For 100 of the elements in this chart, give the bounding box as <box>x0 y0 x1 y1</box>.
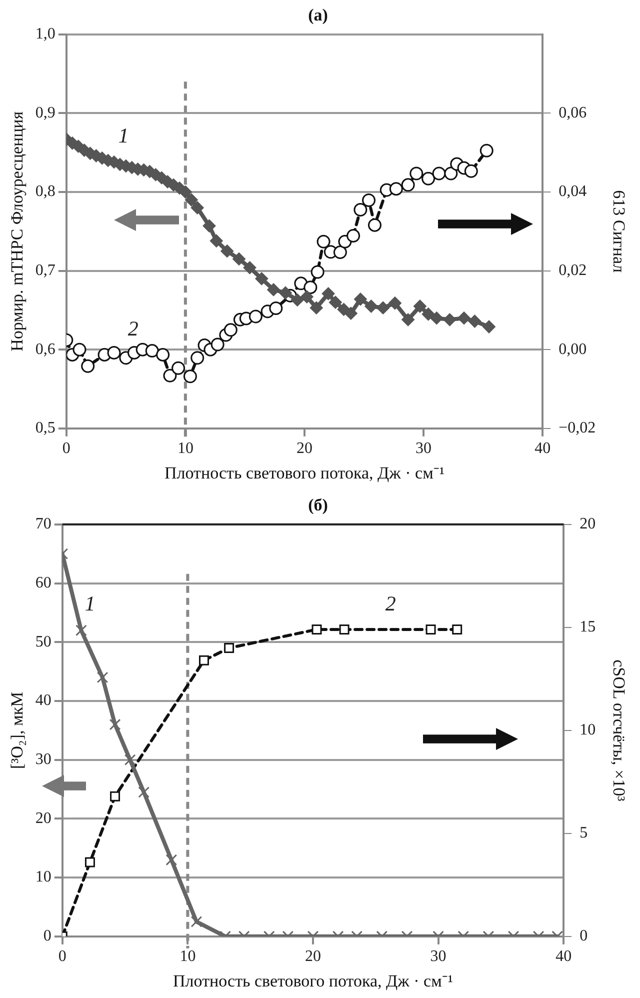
y-tick-label: 30 <box>35 751 52 768</box>
point <box>422 308 435 321</box>
point <box>210 338 224 352</box>
y-tick-label: 0 <box>43 928 52 945</box>
y-tick-label: 1,0 <box>35 26 56 43</box>
point <box>224 323 238 337</box>
y2-tick-label: 0,04 <box>558 183 587 200</box>
y-tick-label: 70 <box>35 516 52 533</box>
annotation: 2 <box>385 591 396 616</box>
point <box>96 672 108 684</box>
point <box>333 246 347 260</box>
point <box>163 368 177 382</box>
point <box>401 178 415 192</box>
x-axis-title: Плотность светового потока, Дж · см⁻¹ <box>173 971 453 990</box>
point <box>190 201 204 214</box>
y-tick-label: 10 <box>35 868 52 886</box>
y-axis-title: Нормир. mTHPC Флоуресценция <box>8 111 27 352</box>
point <box>267 283 280 296</box>
point <box>138 786 150 798</box>
y2-tick-label: 10 <box>580 722 596 739</box>
y-tick-label: 0,8 <box>35 183 56 200</box>
point <box>376 301 390 314</box>
y-tick-label: 0,6 <box>35 340 56 358</box>
point <box>432 166 446 180</box>
point <box>278 286 292 300</box>
y2-tick-label: 0 <box>580 928 588 945</box>
point <box>322 287 335 300</box>
point <box>316 234 330 248</box>
point <box>269 301 283 315</box>
y-tick-label: 0,5 <box>35 420 56 437</box>
point <box>452 624 462 634</box>
point <box>210 234 223 248</box>
point <box>480 144 494 158</box>
point <box>410 166 424 180</box>
point <box>430 312 444 325</box>
point <box>220 244 234 258</box>
point <box>72 342 86 356</box>
y2-tick-label: 0,00 <box>558 340 587 358</box>
point <box>388 296 402 310</box>
annotation: 1 <box>84 591 96 616</box>
annotation: 1 <box>118 123 129 148</box>
y-tick-label: 40 <box>35 692 52 710</box>
point <box>172 361 186 375</box>
point <box>468 314 482 328</box>
x-tick-label: 10 <box>177 440 194 458</box>
point <box>426 624 436 634</box>
point <box>368 218 382 232</box>
y2-tick-label: 5 <box>580 824 588 842</box>
point <box>458 312 471 325</box>
point <box>300 290 314 304</box>
point <box>354 292 367 306</box>
point <box>402 313 415 326</box>
x-tick-label: 40 <box>556 948 572 966</box>
point <box>364 300 378 313</box>
point <box>328 296 342 309</box>
point <box>145 344 159 358</box>
point <box>443 313 456 326</box>
chart-title: (б) <box>308 496 328 515</box>
y-tick-label: 0,9 <box>35 104 56 122</box>
point <box>312 624 322 634</box>
y-tick-label: 60 <box>35 574 52 592</box>
point <box>344 306 358 320</box>
x-tick-label: 30 <box>430 948 446 966</box>
x-tick-label: 20 <box>305 948 321 966</box>
x-tick-label: 0 <box>62 440 70 458</box>
point <box>389 182 403 196</box>
y2-axis-title: 613 Сигнал <box>609 190 628 274</box>
point <box>183 370 197 384</box>
point <box>198 655 209 666</box>
point <box>124 754 136 766</box>
point <box>75 624 87 636</box>
point <box>248 310 262 324</box>
x-tick-label: 40 <box>534 440 551 458</box>
point <box>362 194 376 208</box>
y-axis-title: [³O₂], мкМ <box>8 692 27 770</box>
point <box>464 164 478 178</box>
point <box>184 193 198 206</box>
point <box>202 219 216 232</box>
point <box>107 346 121 360</box>
point <box>84 857 95 868</box>
x-tick-label: 30 <box>416 440 432 458</box>
point <box>310 301 323 314</box>
y2-tick-label: −0,02 <box>558 420 596 437</box>
point <box>310 265 324 279</box>
point <box>110 791 120 802</box>
point <box>243 261 256 274</box>
point <box>304 280 318 294</box>
chart-title: (а) <box>308 6 328 25</box>
y2-axis-title: cSOL отсчёты, ×10³ <box>609 660 628 802</box>
x-tick-label: 0 <box>58 948 66 966</box>
point <box>255 272 268 286</box>
point <box>81 359 95 373</box>
point <box>444 166 458 180</box>
point <box>339 624 350 634</box>
point <box>190 351 204 365</box>
point <box>232 252 246 266</box>
y-tick-label: 0,7 <box>35 262 56 280</box>
x-axis-title: Плотность светового потока, Дж · см⁻¹ <box>164 463 444 482</box>
annotation: 2 <box>128 316 139 340</box>
point <box>354 202 368 216</box>
